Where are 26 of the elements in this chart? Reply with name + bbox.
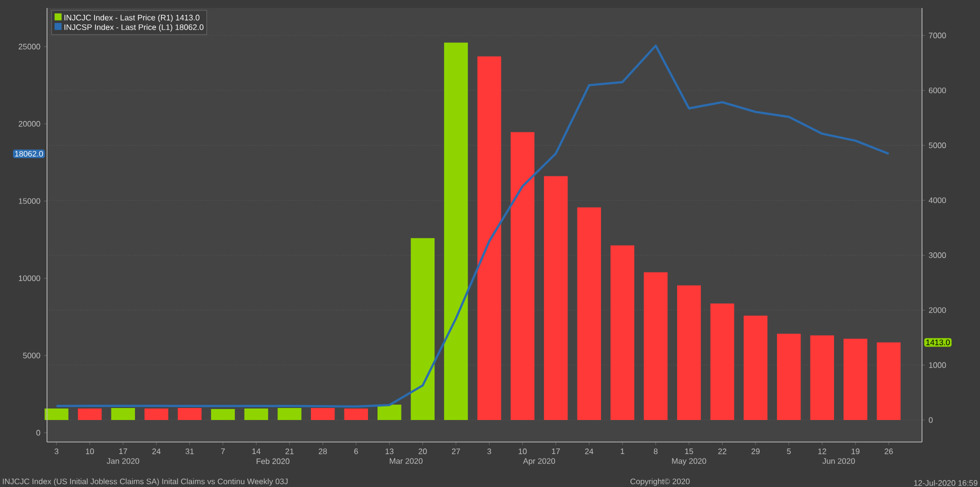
bar [677,285,701,420]
bar [378,404,402,420]
bar [876,342,901,420]
bar [178,408,202,420]
bar [710,304,734,420]
bar [78,408,102,420]
bar [577,207,602,420]
bar [776,334,801,420]
bar [244,408,268,420]
bar [477,56,502,420]
bar [344,408,368,420]
bar [211,409,235,420]
bar [644,272,668,420]
bar [111,408,135,420]
bar [544,176,568,420]
bar [310,408,335,420]
bar [810,335,834,420]
bar [144,408,168,420]
bar [510,132,534,420]
bar [410,238,435,420]
bar [444,42,468,420]
bar [844,338,868,420]
bar [744,316,768,420]
bar [44,408,68,420]
bar [278,408,302,420]
bar [610,245,634,420]
